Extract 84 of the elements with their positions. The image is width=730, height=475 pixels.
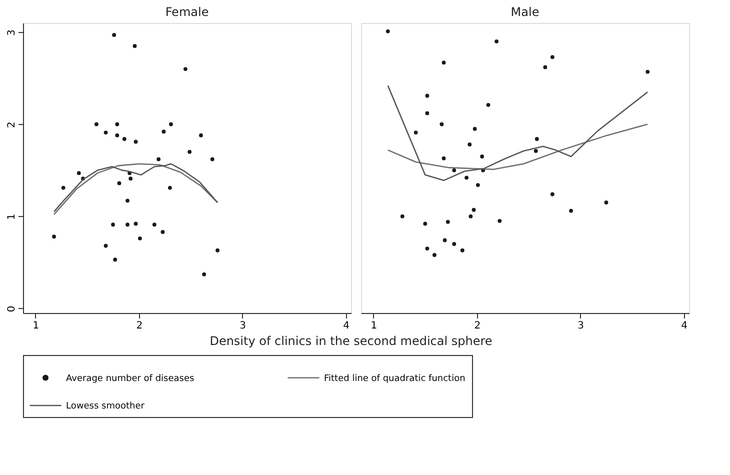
y-tick-label: 1 bbox=[6, 214, 18, 220]
point bbox=[216, 248, 220, 252]
point bbox=[446, 220, 450, 224]
point bbox=[202, 272, 206, 276]
x-tick-label: 3 bbox=[578, 320, 584, 332]
x-tick-label: 1 bbox=[32, 320, 40, 332]
legend-label: Average number of diseases bbox=[66, 374, 195, 384]
point bbox=[498, 218, 502, 223]
point bbox=[432, 253, 436, 257]
point bbox=[480, 154, 484, 158]
point bbox=[442, 238, 447, 242]
point bbox=[442, 156, 446, 160]
point bbox=[460, 248, 464, 252]
point bbox=[188, 150, 192, 154]
point bbox=[400, 214, 404, 218]
point bbox=[160, 230, 165, 234]
x-tick-label: 2 bbox=[136, 320, 143, 332]
x-tick-label: 1 bbox=[370, 320, 378, 332]
point bbox=[52, 234, 56, 239]
point bbox=[425, 246, 430, 251]
point bbox=[472, 208, 476, 212]
point bbox=[104, 130, 108, 135]
point bbox=[476, 183, 480, 187]
point bbox=[423, 222, 428, 226]
point bbox=[464, 176, 468, 180]
legend-label: Fitted line of quadratic function bbox=[324, 374, 466, 384]
point bbox=[199, 133, 203, 138]
point bbox=[162, 130, 166, 134]
point bbox=[543, 65, 548, 70]
point bbox=[386, 29, 390, 34]
point bbox=[112, 33, 116, 37]
point bbox=[126, 222, 130, 227]
point bbox=[128, 176, 133, 181]
point bbox=[210, 157, 214, 162]
x-tick-label: 4 bbox=[343, 320, 350, 332]
x-tick-label: 3 bbox=[240, 320, 246, 332]
point bbox=[550, 55, 554, 60]
x-tick-label: 2 bbox=[474, 320, 481, 332]
point bbox=[425, 94, 430, 98]
x-axis-title: Density of clinics in the second medical sphere bbox=[210, 334, 492, 348]
point bbox=[486, 102, 490, 107]
point bbox=[534, 149, 538, 153]
point bbox=[115, 133, 120, 138]
legend-label: Lowess smoother bbox=[66, 402, 145, 412]
point bbox=[111, 222, 115, 227]
point bbox=[61, 186, 66, 190]
point bbox=[414, 130, 418, 135]
point bbox=[440, 122, 444, 126]
point bbox=[452, 242, 456, 246]
point bbox=[569, 208, 574, 213]
point bbox=[169, 122, 173, 126]
y-tick-label: 2 bbox=[6, 122, 18, 128]
point bbox=[134, 140, 138, 144]
point bbox=[126, 198, 130, 203]
point bbox=[425, 111, 430, 116]
chart-title: Male bbox=[510, 5, 540, 19]
point bbox=[156, 157, 161, 162]
point bbox=[452, 168, 456, 172]
point bbox=[132, 44, 137, 48]
point bbox=[468, 142, 472, 146]
y-tick-label: 3 bbox=[6, 30, 18, 36]
chart-title: Female bbox=[165, 5, 209, 19]
point bbox=[152, 222, 156, 227]
point bbox=[117, 181, 122, 186]
point bbox=[646, 70, 650, 74]
point bbox=[134, 222, 138, 226]
point bbox=[550, 192, 554, 196]
point bbox=[468, 214, 473, 218]
point bbox=[76, 171, 81, 176]
point bbox=[104, 244, 108, 248]
point bbox=[472, 126, 477, 131]
x-tick-label: 4 bbox=[681, 320, 688, 332]
point bbox=[604, 200, 608, 204]
point bbox=[113, 258, 118, 262]
point bbox=[122, 137, 126, 141]
point bbox=[94, 122, 98, 126]
point bbox=[115, 122, 120, 126]
point bbox=[183, 67, 188, 71]
point bbox=[442, 60, 446, 65]
point bbox=[138, 236, 142, 240]
point bbox=[168, 186, 172, 190]
point bbox=[494, 39, 499, 44]
y-tick-label: 0 bbox=[6, 306, 18, 312]
point bbox=[534, 137, 539, 141]
